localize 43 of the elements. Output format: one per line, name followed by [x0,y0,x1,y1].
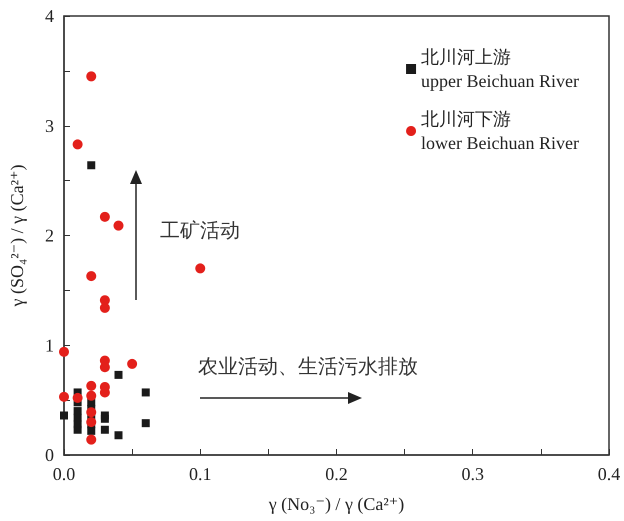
point [59,392,69,402]
point [100,426,109,434]
y-tick-label: 0 [45,445,54,465]
y-tick-label: 4 [45,6,54,26]
x-tick-label: 0.4 [598,464,620,484]
y-tick-label: 2 [45,226,54,246]
point [114,431,122,440]
y-axis-title: γ (SO₄²⁻) / γ (Ca²⁺) [7,164,27,308]
point [87,426,96,435]
y-tick-label: 1 [45,335,54,356]
point [100,212,110,222]
legend-label: 北川河下游 lower Beichuan River [421,109,580,153]
point [114,220,124,231]
point [86,271,96,282]
x-tick-label: 0.1 [189,464,212,484]
point [195,263,206,274]
point [86,380,96,391]
legend-label: 北川河上游 upper Beichuan River [421,47,580,91]
point [100,302,110,313]
point [72,139,83,150]
annotation: 农业活动、生活污水排放 [198,354,418,378]
point [127,358,138,369]
annotation: 工矿活动 [160,218,240,242]
x-tick-label: 0.0 [52,464,76,484]
point [87,161,96,170]
point [86,434,96,445]
point [86,417,96,428]
x-axis-title: γ (No₃⁻) / γ (Ca²⁺) [268,494,404,514]
x-tick-label: 0.2 [325,464,348,484]
point [60,411,68,420]
x-tick-label: 0.3 [462,464,484,484]
point [142,388,150,396]
point [74,426,82,434]
point [86,71,96,82]
point [142,419,150,428]
point [86,390,96,401]
point [72,392,83,403]
point [59,346,69,357]
y-tick-label: 3 [45,116,54,136]
point [114,370,122,379]
point [100,414,109,423]
point [100,362,110,372]
point [86,407,96,418]
